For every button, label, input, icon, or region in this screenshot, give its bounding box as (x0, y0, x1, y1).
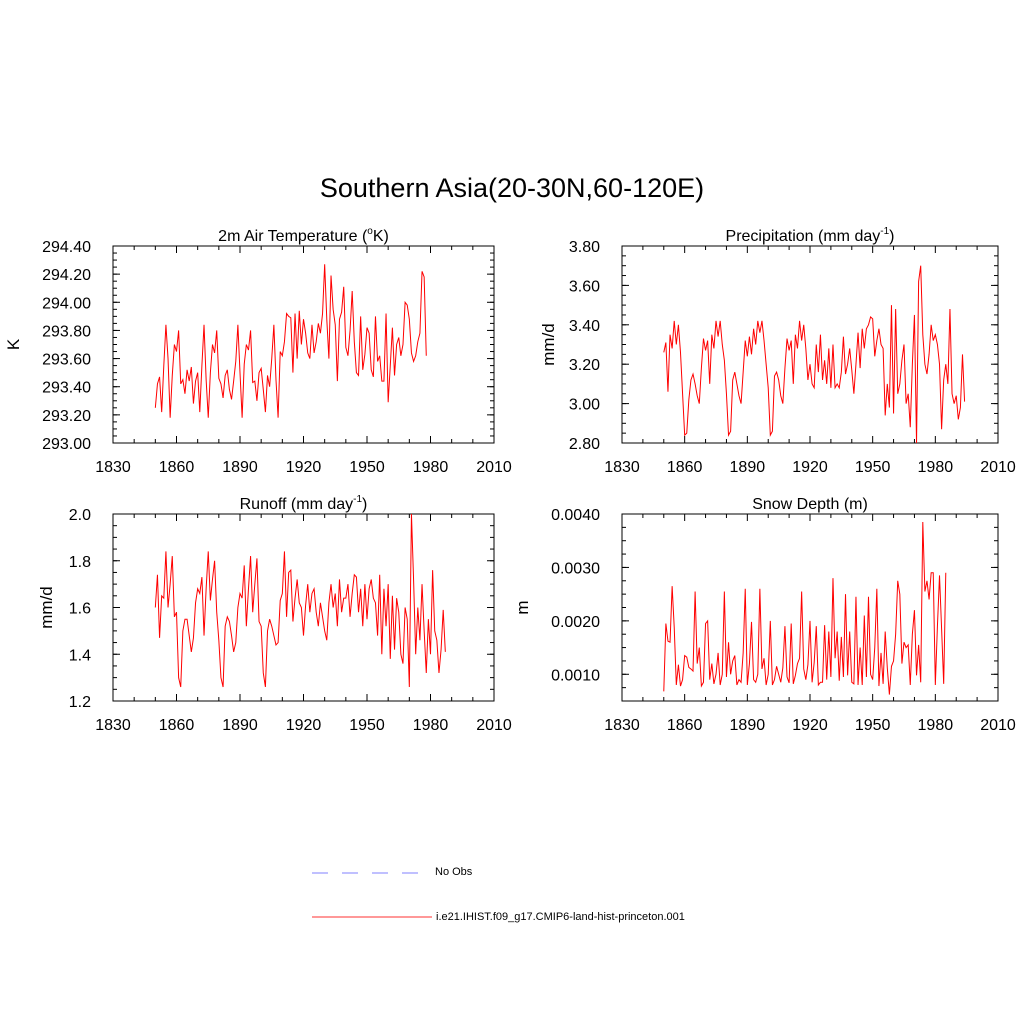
y-axis-label: m (513, 600, 532, 614)
y-tick-label: 1.2 (69, 694, 91, 711)
panel-title: Precipitation (mm day-1) (726, 226, 895, 245)
y-tick-label: 3.00 (569, 397, 600, 414)
legend-obs-line (312, 872, 420, 874)
legend-obs-label: No Obs (435, 866, 473, 878)
x-tick-label: 2010 (476, 459, 512, 476)
y-tick-label: 2.80 (569, 436, 600, 453)
panel-title-superscript: o (367, 226, 373, 237)
x-tick-label: 1920 (286, 717, 322, 734)
x-tick-label: 1830 (604, 717, 640, 734)
y-axis-label: mm/d (37, 586, 56, 629)
panel-title-tail: ) (889, 228, 894, 245)
x-tick-label: 1830 (95, 459, 131, 476)
y-tick-label: 3.60 (569, 278, 600, 295)
x-tick-label: 1980 (413, 459, 449, 476)
x-tick-label: 1920 (792, 459, 828, 476)
y-tick-label: 0.0030 (551, 560, 600, 577)
x-tick-label: 1980 (918, 717, 954, 734)
data-series-line (154, 264, 427, 418)
x-tick-label: 1860 (667, 717, 703, 734)
plot-frame (621, 245, 999, 444)
y-tick-label: 3.80 (569, 239, 600, 256)
data-series-line (663, 265, 966, 444)
x-tick-label: 1890 (730, 459, 766, 476)
y-tick-label: 293.40 (42, 380, 91, 397)
x-tick-label: 1950 (855, 459, 891, 476)
x-tick-label: 1860 (159, 717, 195, 734)
data-series-line (154, 513, 446, 688)
y-tick-label: 0.0010 (551, 667, 600, 684)
panel-title-main: Snow Depth (m) (752, 496, 868, 513)
panel-title-superscript: -1 (880, 226, 889, 237)
x-tick-label: 2010 (980, 459, 1016, 476)
y-tick-label: 1.8 (69, 554, 91, 571)
y-tick-label: 293.00 (42, 436, 91, 453)
chart-panel-4: Snow Depth (m) m 1830 1860 1890 1920 1950 1980 2… (513, 496, 1016, 734)
y-tick-label: 293.20 (42, 408, 91, 425)
panel-title: Snow Depth (m) (752, 496, 868, 513)
panel-title-main: 2m Air Temperature ( (218, 228, 368, 245)
y-tick-label: 294.20 (42, 267, 91, 284)
panel-title-superscript: -1 (353, 494, 362, 505)
y-tick-label: 294.00 (42, 295, 91, 312)
y-axis-label: K (4, 338, 23, 350)
x-tick-label: 1890 (730, 717, 766, 734)
legend-model-line (312, 916, 432, 918)
x-tick-label: 1920 (286, 459, 322, 476)
y-tick-label: 293.60 (42, 352, 91, 369)
panel-title: 2m Air Temperature (oK) (218, 226, 389, 245)
legend-model-label: i.e21.IHIST.f09_g17.CMIP6-land-hist-prin… (436, 911, 685, 923)
x-tick-label: 1920 (792, 717, 828, 734)
y-tick-label: 294.40 (42, 239, 91, 256)
figure-title: Southern Asia(20-30N,60-120E) (319, 173, 705, 203)
x-tick-label: 1830 (604, 459, 640, 476)
y-tick-label: 3.40 (569, 318, 600, 335)
x-tick-label: 2010 (476, 717, 512, 734)
y-tick-label: 293.80 (42, 323, 91, 340)
x-tick-label: 2010 (980, 717, 1016, 734)
y-tick-label: 0.0020 (551, 614, 600, 631)
plot-frame (112, 513, 495, 702)
x-tick-label: 1860 (159, 459, 195, 476)
x-tick-label: 1950 (855, 717, 891, 734)
chart-panel-1: 2m Air Temperature (oK) K 1830 1860 1890 1920… (4, 226, 512, 476)
x-tick-label: 1890 (222, 459, 258, 476)
y-axis-label: mm/d (539, 323, 558, 366)
y-tick-label: 1.4 (69, 647, 91, 664)
chart-panel-3: Runoff (mm day-1) mm/d 1830 1860 1890 1920 195… (37, 494, 512, 734)
x-tick-label: 1830 (95, 717, 131, 734)
y-tick-label: 3.20 (569, 357, 600, 374)
panel-title-tail: K) (373, 228, 389, 245)
x-tick-label: 1980 (918, 459, 954, 476)
y-tick-label: 2.0 (69, 507, 91, 524)
x-tick-label: 1860 (667, 459, 703, 476)
panel-title-main: Precipitation (mm day (726, 228, 881, 245)
x-tick-label: 1890 (222, 717, 258, 734)
x-tick-label: 1950 (349, 717, 385, 734)
panel-title-tail: ) (362, 496, 367, 513)
data-series-line (663, 521, 947, 695)
y-tick-label: 1.6 (69, 601, 91, 618)
plot-frame (621, 513, 999, 702)
chart-panel-2: Precipitation (mm day-1) mm/d 1830 1860 1890… (539, 226, 1016, 476)
panel-title-main: Runoff (mm day (240, 496, 354, 513)
x-tick-label: 1950 (349, 459, 385, 476)
x-tick-label: 1980 (413, 717, 449, 734)
y-tick-label: 0.0040 (551, 507, 600, 524)
panel-title: Runoff (mm day-1) (240, 494, 368, 513)
